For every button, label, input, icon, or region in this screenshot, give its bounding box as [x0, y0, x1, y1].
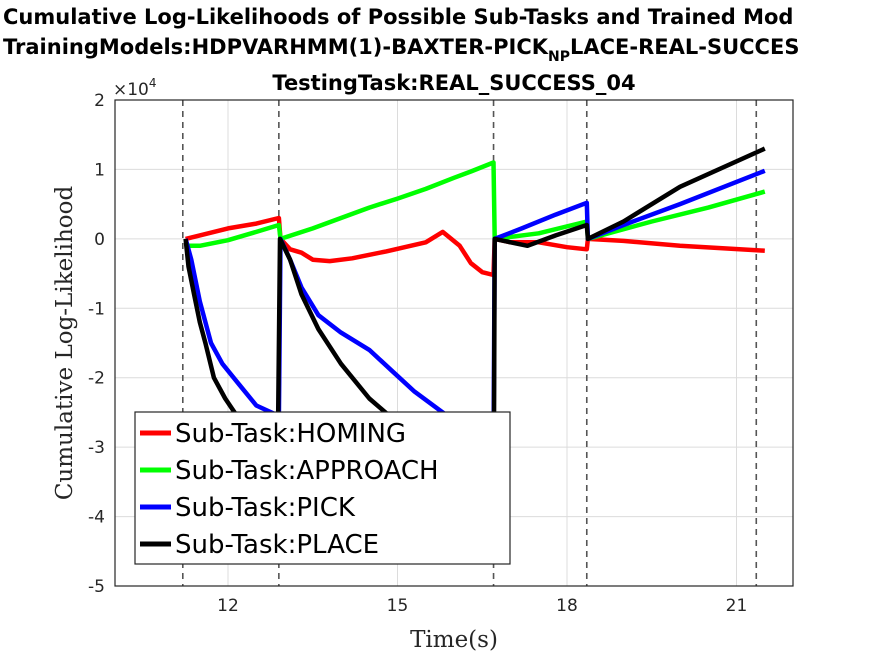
x-tick-labels: 12 15 18 21: [217, 596, 747, 616]
y-tick-label-7: -5: [88, 577, 105, 597]
series-line-3: [183, 168, 766, 457]
chart-title-line-2-main: TrainingModels:HDPVARHMM(1)-BAXTER-PICK: [3, 35, 549, 59]
y-tick-label-2: 0: [94, 230, 105, 250]
y-exponent-base: ×10: [113, 80, 149, 100]
y-tick-label-4: -2: [88, 369, 105, 389]
legend-items: Sub-Task:HOMING Sub-Task:APPROACH Sub-Task…: [140, 419, 439, 560]
legend-label-1: Sub-Task:HOMING: [175, 419, 406, 449]
chart-title-line-2: TrainingModels:HDPVARHMM(1)-BAXTER-PICKN…: [3, 35, 799, 65]
y-tick-label-6: -4: [88, 508, 105, 528]
y-axis-label: Cumulative Log-Likelihood: [52, 186, 78, 501]
legend-label-3: Sub-Task:PICK: [175, 493, 356, 523]
series-lines: [183, 146, 766, 564]
legend-label-2: Sub-Task:APPROACH: [175, 456, 439, 486]
plot-area-frame: [114, 99, 794, 587]
y-tick-label-1: 1: [94, 160, 105, 180]
x-tick-label-3: 21: [726, 596, 748, 616]
x-tick-label-0: 12: [217, 596, 239, 616]
y-tick-label-5: -3: [88, 438, 105, 458]
legend-box: [134, 411, 511, 565]
y-tick-label-3: -1: [88, 299, 105, 319]
y-tick-labels: 2 1 0 -1 -2 -3 -4 -5: [88, 91, 105, 597]
chart-title-line-2-suffix: LACE-REAL-SUCCES: [570, 35, 799, 59]
legend-label-4: Sub-Task:PLACE: [175, 530, 379, 560]
x-tick-label-1: 15: [387, 596, 409, 616]
chart-title-line-1: Cumulative Log-Likelihoods of Possible S…: [3, 5, 793, 29]
y-exponent-label: ×104: [113, 76, 157, 100]
chart-title-line-3: TestingTask:REAL_SUCCESS_04: [272, 71, 635, 95]
series-line-4: [183, 146, 766, 564]
legend: Sub-Task:HOMING Sub-Task:APPROACH Sub-Task…: [134, 411, 511, 565]
y-exponent-power: 4: [149, 76, 157, 90]
chart-title-line-2-subscript: NP: [548, 49, 570, 65]
y-tick-label-0: 2: [94, 91, 105, 111]
x-tick-label-2: 18: [556, 596, 578, 616]
x-axis-label: Time(s): [410, 627, 498, 653]
